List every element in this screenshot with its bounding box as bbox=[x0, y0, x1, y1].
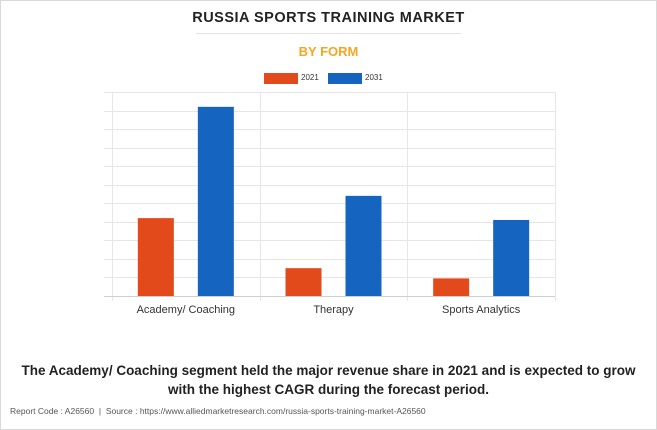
bar-chart: Academy/ Coaching Therapy Sports Analytics bbox=[104, 92, 556, 316]
chart-summary: The Academy/ Coaching segment held the m… bbox=[21, 363, 636, 397]
chart-title: RUSSIA SPORTS TRAINING MARKET bbox=[192, 10, 465, 26]
bar-2021-therapy bbox=[285, 268, 322, 296]
x-tick-label: Sports Analytics bbox=[442, 304, 521, 316]
bar-2021-sports-analytics bbox=[433, 278, 470, 296]
report-footer: Report Code : A26560 | Source : https://… bbox=[10, 406, 650, 416]
bar-2021-academy-coaching bbox=[137, 218, 174, 296]
x-tick-label: Therapy bbox=[313, 304, 354, 316]
chart-subtitle: BY FORM bbox=[298, 44, 359, 59]
chart-legend: 2021 2031 bbox=[0, 72, 657, 86]
legend-swatch-2031 bbox=[328, 73, 362, 84]
bar-2031-academy-coaching bbox=[197, 106, 234, 296]
legend-swatch-2021 bbox=[264, 73, 298, 84]
title-divider bbox=[196, 33, 461, 34]
legend-label-2021: 2021 bbox=[301, 73, 319, 82]
legend-label-2031: 2031 bbox=[365, 73, 383, 82]
bar-2031-therapy bbox=[345, 195, 382, 296]
x-tick-label: Academy/ Coaching bbox=[137, 304, 235, 316]
bar-2031-sports-analytics bbox=[493, 219, 530, 296]
source-link[interactable]: Source : https://www.alliedmarketresearc… bbox=[105, 406, 426, 416]
report-code: Report Code : A26560 bbox=[10, 406, 95, 416]
footer-separator: | bbox=[98, 406, 102, 416]
